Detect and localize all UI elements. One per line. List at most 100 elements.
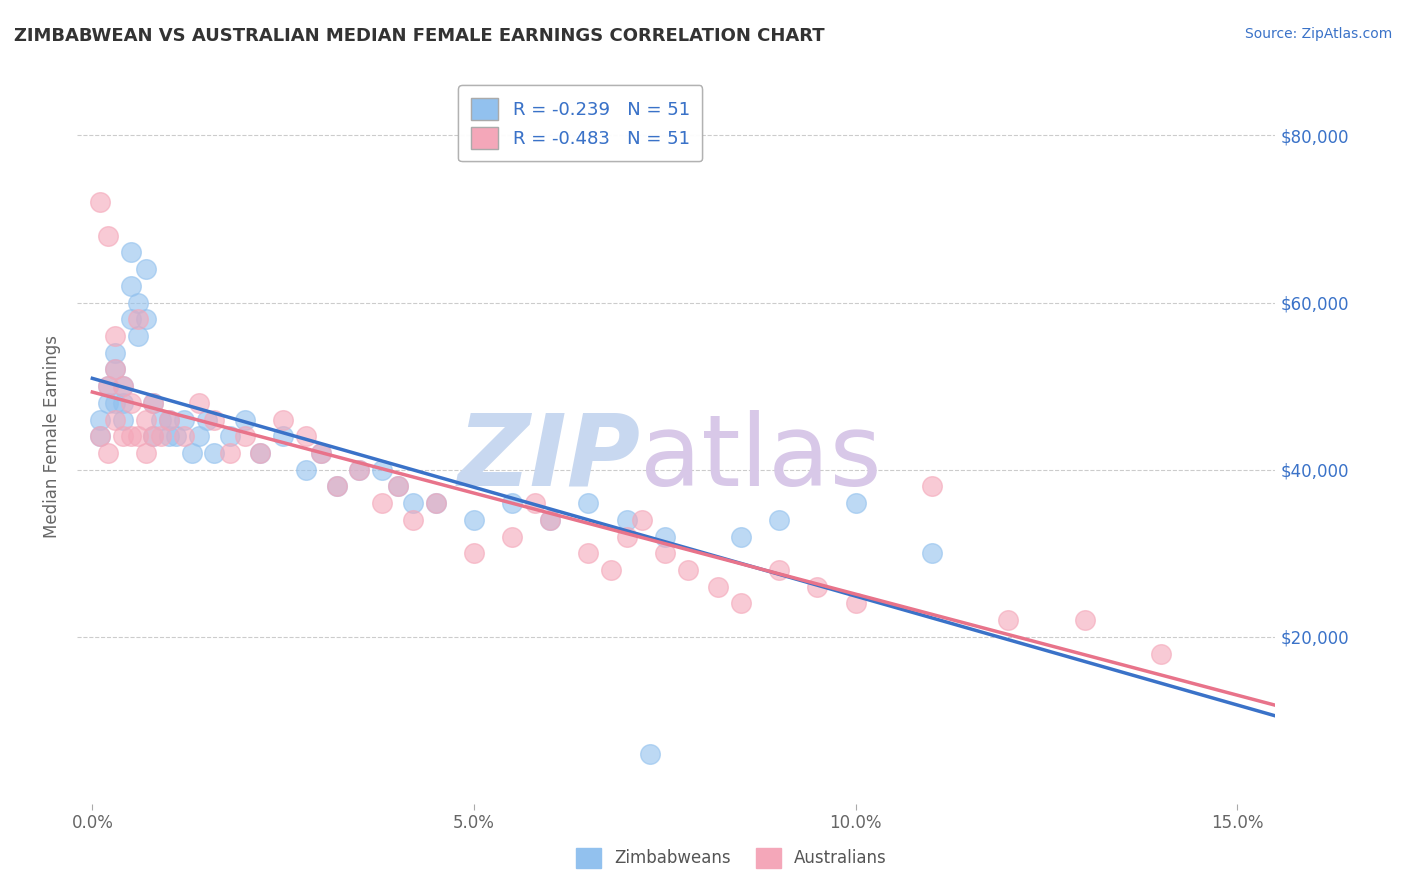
Point	[501, 496, 523, 510]
Point	[142, 396, 165, 410]
Point	[173, 412, 195, 426]
Point	[135, 262, 157, 277]
Point	[142, 396, 165, 410]
Point	[173, 429, 195, 443]
Point	[142, 429, 165, 443]
Point	[127, 295, 149, 310]
Point	[730, 530, 752, 544]
Point	[135, 412, 157, 426]
Point	[538, 513, 561, 527]
Point	[111, 379, 134, 393]
Point	[271, 429, 294, 443]
Point	[387, 479, 409, 493]
Point	[104, 329, 127, 343]
Point	[142, 429, 165, 443]
Point	[371, 463, 394, 477]
Point	[157, 429, 180, 443]
Point	[111, 429, 134, 443]
Text: Source: ZipAtlas.com: Source: ZipAtlas.com	[1244, 27, 1392, 41]
Point	[120, 396, 142, 410]
Point	[616, 530, 638, 544]
Point	[104, 362, 127, 376]
Point	[1073, 613, 1095, 627]
Point	[402, 496, 425, 510]
Point	[104, 345, 127, 359]
Legend: R = -0.239   N = 51, R = -0.483   N = 51: R = -0.239 N = 51, R = -0.483 N = 51	[458, 85, 703, 161]
Point	[218, 429, 240, 443]
Point	[157, 412, 180, 426]
Point	[165, 429, 187, 443]
Point	[89, 195, 111, 210]
Point	[127, 312, 149, 326]
Point	[89, 429, 111, 443]
Point	[127, 429, 149, 443]
Point	[249, 446, 271, 460]
Point	[111, 379, 134, 393]
Point	[845, 596, 868, 610]
Point	[150, 429, 173, 443]
Point	[120, 278, 142, 293]
Text: ZIMBABWEAN VS AUSTRALIAN MEDIAN FEMALE EARNINGS CORRELATION CHART: ZIMBABWEAN VS AUSTRALIAN MEDIAN FEMALE E…	[14, 27, 825, 45]
Point	[806, 580, 828, 594]
Point	[89, 412, 111, 426]
Point	[997, 613, 1019, 627]
Point	[157, 412, 180, 426]
Point	[97, 396, 120, 410]
Point	[921, 479, 943, 493]
Point	[371, 496, 394, 510]
Point	[707, 580, 730, 594]
Point	[97, 379, 120, 393]
Point	[120, 245, 142, 260]
Point	[97, 446, 120, 460]
Point	[654, 546, 676, 560]
Point	[631, 513, 654, 527]
Point	[104, 362, 127, 376]
Point	[654, 530, 676, 544]
Point	[325, 479, 347, 493]
Point	[111, 412, 134, 426]
Point	[97, 379, 120, 393]
Point	[921, 546, 943, 560]
Point	[768, 513, 790, 527]
Point	[311, 446, 333, 460]
Point	[111, 396, 134, 410]
Point	[425, 496, 447, 510]
Point	[325, 479, 347, 493]
Point	[402, 513, 425, 527]
Point	[195, 412, 218, 426]
Point	[578, 496, 600, 510]
Point	[188, 396, 211, 410]
Legend: Zimbabweans, Australians: Zimbabweans, Australians	[569, 841, 893, 875]
Point	[188, 429, 211, 443]
Point	[638, 747, 661, 761]
Point	[578, 546, 600, 560]
Point	[150, 412, 173, 426]
Point	[104, 412, 127, 426]
Point	[89, 429, 111, 443]
Point	[249, 446, 271, 460]
Point	[524, 496, 547, 510]
Point	[501, 530, 523, 544]
Text: atlas: atlas	[640, 409, 882, 507]
Point	[349, 463, 371, 477]
Point	[233, 429, 256, 443]
Point	[349, 463, 371, 477]
Point	[135, 446, 157, 460]
Point	[120, 312, 142, 326]
Point	[768, 563, 790, 577]
Point	[218, 446, 240, 460]
Point	[204, 446, 226, 460]
Point	[730, 596, 752, 610]
Point	[233, 412, 256, 426]
Point	[271, 412, 294, 426]
Point	[676, 563, 699, 577]
Point	[127, 329, 149, 343]
Point	[463, 513, 485, 527]
Point	[463, 546, 485, 560]
Y-axis label: Median Female Earnings: Median Female Earnings	[44, 334, 60, 538]
Point	[180, 446, 202, 460]
Point	[120, 429, 142, 443]
Point	[538, 513, 561, 527]
Point	[97, 228, 120, 243]
Point	[845, 496, 868, 510]
